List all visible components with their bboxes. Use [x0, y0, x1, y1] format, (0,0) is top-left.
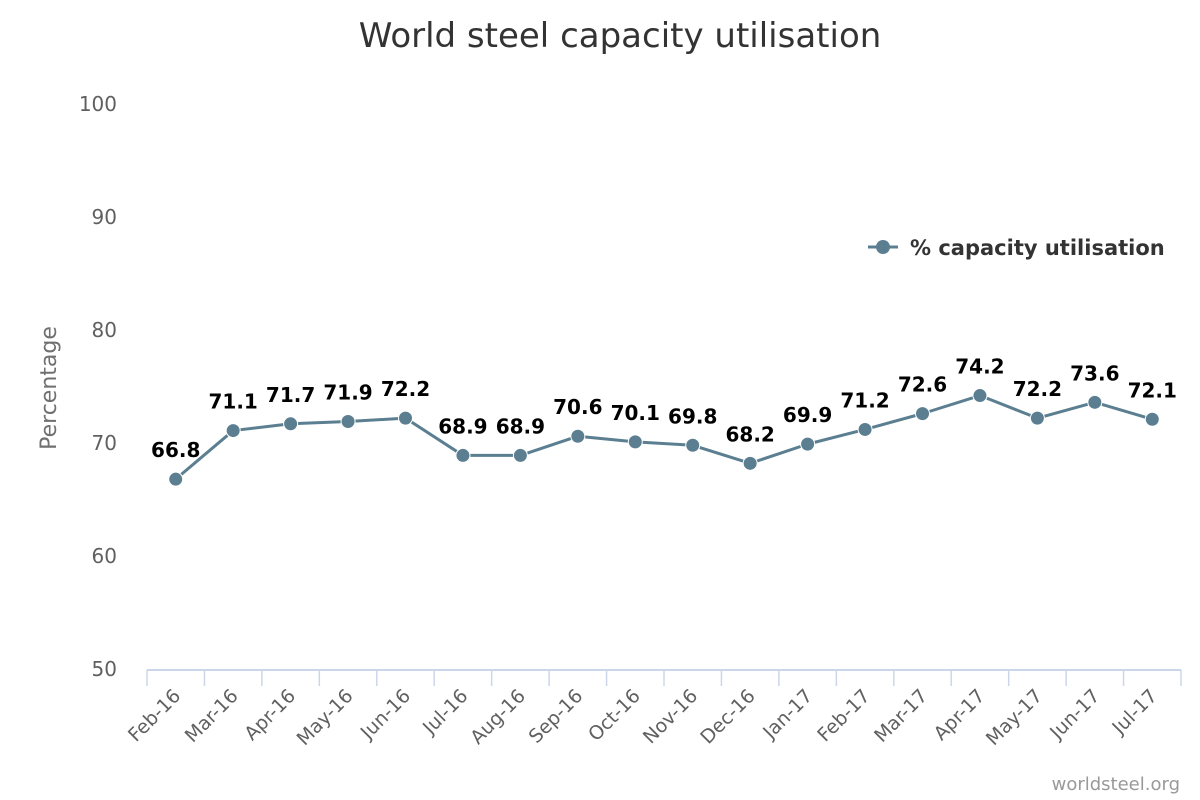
data-label: 73.6 [1070, 361, 1119, 385]
x-tick-label: Oct-16 [584, 685, 645, 746]
x-tick-label: Feb-17 [813, 685, 874, 746]
data-point[interactable] [168, 471, 184, 487]
data-point[interactable] [570, 428, 586, 444]
data-label: 70.1 [611, 401, 660, 425]
data-point[interactable] [685, 437, 701, 453]
y-tick-label: 80 [92, 318, 117, 342]
data-point[interactable] [398, 410, 413, 426]
x-tick-label: Jun-16 [356, 685, 415, 744]
x-tick-label: May-17 [982, 685, 1047, 750]
y-tick-label: 70 [92, 431, 117, 455]
data-point[interactable] [455, 447, 471, 463]
data-point[interactable] [627, 434, 643, 450]
data-point[interactable] [1087, 394, 1103, 410]
data-label: 72.1 [1128, 378, 1177, 402]
data-label: 68.9 [496, 414, 545, 438]
data-label: 68.2 [725, 422, 774, 446]
data-label: 72.2 [1013, 377, 1062, 401]
x-tick-label: Jan-17 [758, 685, 817, 744]
data-label: 74.2 [955, 355, 1004, 379]
x-tick-label: Jul-16 [418, 685, 472, 739]
data-label: 66.8 [151, 438, 200, 462]
chart-title: World steel capacity utilisation [359, 16, 882, 56]
y-tick-label: 100 [79, 92, 117, 116]
x-tick-label: Apr-16 [240, 685, 300, 745]
data-label: 72.2 [381, 377, 430, 401]
data-label: 70.6 [553, 395, 602, 419]
x-tick-label: Mar-17 [870, 685, 932, 747]
data-point[interactable] [742, 455, 758, 471]
data-point[interactable] [915, 406, 930, 422]
y-tick-label: 60 [92, 544, 117, 568]
x-tick-label: Aug-16 [466, 685, 530, 749]
x-tick-label: Jul-17 [1107, 685, 1161, 739]
data-label: 69.9 [783, 403, 832, 427]
series-line[interactable] [174, 394, 1153, 481]
data-point[interactable] [340, 414, 356, 430]
data-label: 71.2 [840, 388, 889, 412]
data-label: 71.9 [323, 381, 372, 405]
legend-marker [876, 240, 890, 254]
data-point[interactable] [225, 423, 241, 439]
data-point[interactable] [857, 421, 873, 437]
data-point[interactable] [1144, 411, 1160, 427]
x-tick-label: May-16 [293, 685, 358, 750]
x-tick-label: Mar-16 [181, 685, 243, 747]
data-point[interactable] [800, 436, 816, 452]
credit-label[interactable]: worldsteel.org [1052, 774, 1180, 795]
y-axis: 50 60 70 80 90 100 [79, 92, 117, 681]
legend[interactable]: % capacity utilisation [868, 236, 1165, 260]
data-point[interactable] [283, 416, 299, 432]
legend-label: % capacity utilisation [910, 236, 1165, 260]
data-label: 71.7 [266, 383, 315, 407]
data-label: 72.6 [898, 373, 947, 397]
x-tick-label: Nov-16 [639, 685, 702, 748]
x-tick-label: Dec-16 [696, 685, 760, 749]
series-group: 66.8 71.1 71.7 71.9 72.2 68.9 68.9 70.6 70.1 69.8… [151, 355, 1177, 487]
data-label: 68.9 [438, 414, 487, 438]
x-tick-label: Sep-16 [525, 685, 588, 748]
x-tick-label: Jun-17 [1045, 685, 1104, 744]
data-point[interactable] [1029, 410, 1045, 426]
y-tick-label: 90 [92, 205, 117, 229]
y-tick-label: 50 [92, 657, 117, 681]
data-label: 69.8 [668, 404, 717, 428]
data-point[interactable] [512, 447, 528, 463]
x-tick-label: Feb-16 [124, 685, 185, 746]
y-axis-label: Percentage [37, 326, 62, 450]
data-label: 71.1 [208, 390, 257, 414]
data-point[interactable] [972, 388, 988, 404]
x-tick-label: Apr-17 [930, 685, 990, 745]
